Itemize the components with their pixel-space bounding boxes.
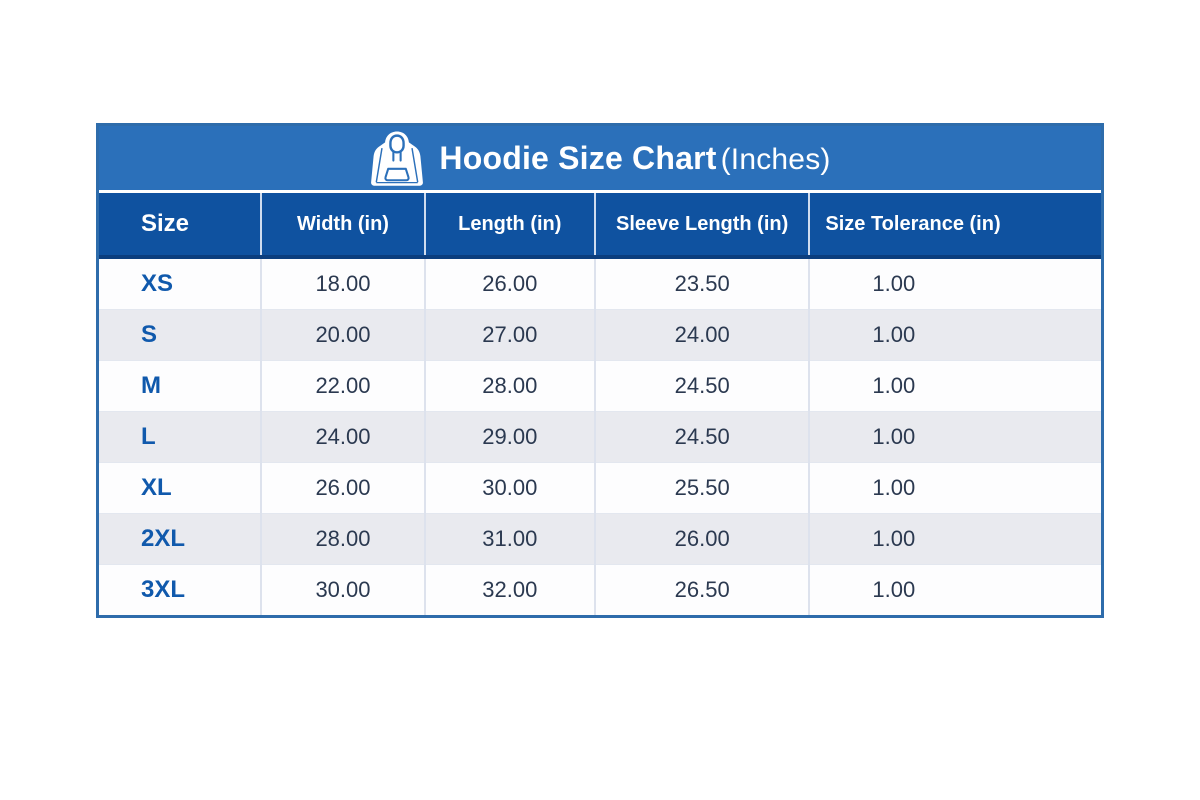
width-cell: 24.00	[261, 411, 426, 463]
sleeve-length-cell: 26.50	[594, 564, 811, 615]
length-cell: 26.00	[424, 257, 596, 310]
sleeve-length-cell: 24.50	[594, 411, 811, 463]
sleeve-length-cell: 25.50	[594, 462, 811, 514]
size-chart-table: Size Width (in) Length (in) Sleeve Lengt…	[99, 193, 1101, 615]
size-chart-card: Hoodie Size Chart (Inches) Size Width (in…	[96, 123, 1104, 618]
size-tolerance-cell: 1.00	[872, 577, 916, 602]
chart-title-bar: Hoodie Size Chart (Inches)	[99, 126, 1101, 193]
width-cell: 20.00	[261, 309, 426, 361]
page-title-suffix: (Inches)	[720, 142, 831, 176]
size-cell: XL	[99, 462, 263, 514]
width-cell: 22.00	[261, 360, 426, 412]
sleeve-length-cell: 24.00	[594, 309, 811, 361]
width-cell: 26.00	[261, 462, 426, 514]
length-cell: 28.00	[424, 360, 596, 412]
sleeve-length-cell: 23.50	[594, 257, 811, 310]
size-cell: M	[99, 360, 263, 412]
length-cell: 27.00	[424, 309, 596, 361]
length-cell: 31.00	[424, 513, 596, 565]
sleeve-length-cell: 26.00	[594, 513, 811, 565]
size-tolerance-cell: 1.00	[809, 309, 1101, 361]
size-tolerance-cell: 1.00	[809, 462, 1101, 514]
size-cell: 3XL	[99, 564, 263, 615]
width-cell: 30.00	[261, 564, 426, 615]
table-row-s: S 20.00 27.00 24.00 1.00	[99, 309, 1101, 361]
column-header-sleeve-length: Sleeve Length (in)	[594, 193, 811, 259]
column-header-size: Size	[99, 193, 263, 259]
length-cell: 30.00	[424, 462, 596, 514]
width-cell: 28.00	[261, 513, 426, 565]
table-row-l: L 24.00 29.00 24.50 1.00	[99, 411, 1101, 463]
table-body: XS 18.00 26.00 23.50 1.00 S 20.00 27.00 …	[99, 257, 1101, 615]
header-row: Size Width (in) Length (in) Sleeve Lengt…	[99, 193, 1101, 259]
length-cell: 29.00	[424, 411, 596, 463]
table-row-2xl: 2XL 28.00 31.00 26.00 1.00	[99, 513, 1101, 565]
table-row-3xl: 3XL 30.00 32.00 26.50 1.00	[99, 564, 1101, 615]
size-tolerance-cell: 1.00	[809, 411, 1101, 463]
table-row-xl: XL 26.00 30.00 25.50 1.00	[99, 462, 1101, 514]
hoodie-icon	[371, 131, 424, 186]
sleeve-length-cell: 24.50	[594, 360, 811, 412]
size-tolerance-cell: 1.00	[809, 513, 1101, 565]
size-cell: 2XL	[99, 513, 263, 565]
page-title: Hoodie Size Chart (Inches)	[439, 140, 830, 177]
size-tolerance-cell: 1.00	[809, 360, 1101, 412]
table-header: Size Width (in) Length (in) Sleeve Lengt…	[99, 193, 1101, 259]
table-row-m: M 22.00 28.00 24.50 1.00	[99, 360, 1101, 412]
column-header-length: Length (in)	[424, 193, 596, 259]
table-row-xs: XS 18.00 26.00 23.50 1.00	[99, 257, 1101, 310]
width-cell: 18.00	[261, 257, 426, 310]
page-title-main: Hoodie Size Chart	[439, 139, 717, 176]
size-cell: XS	[99, 257, 263, 310]
size-tolerance-cell: 1.00	[809, 257, 1101, 310]
size-cell: L	[99, 411, 263, 463]
column-header-width: Width (in)	[261, 193, 426, 259]
length-cell: 32.00	[424, 564, 596, 615]
size-cell: S	[99, 309, 263, 361]
column-header-size-tolerance: Size Tolerance (in)	[809, 193, 1101, 259]
